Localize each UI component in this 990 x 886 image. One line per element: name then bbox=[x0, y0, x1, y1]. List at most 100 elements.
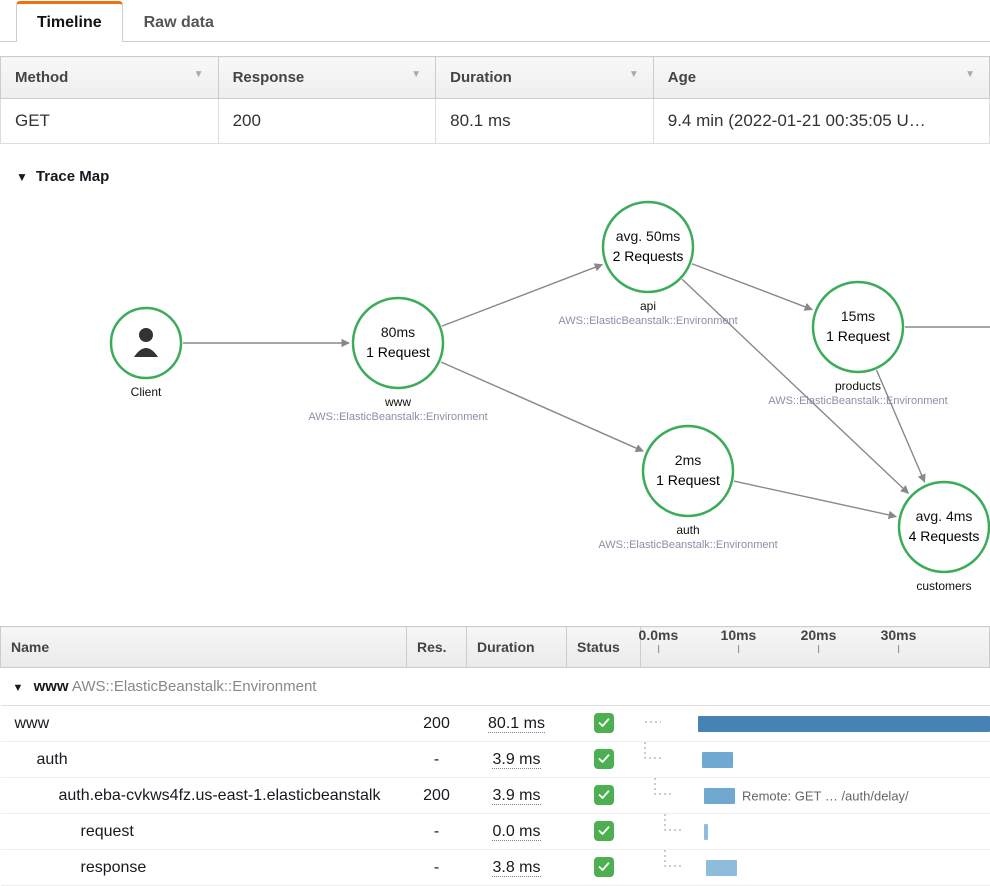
node-requests: 1 Request bbox=[366, 344, 430, 360]
tab-raw-data[interactable]: Raw data bbox=[123, 1, 235, 42]
node-time: 80ms bbox=[381, 324, 415, 340]
segment-name: www bbox=[1, 706, 407, 742]
segment-status bbox=[567, 814, 641, 850]
segment-timeline-cell bbox=[641, 706, 990, 742]
node-sublabel: AWS::ElasticBeanstalk::Environment bbox=[598, 539, 777, 551]
timeline-bar-label: Remote: GET … /auth/delay/ bbox=[742, 788, 909, 803]
tab-timeline[interactable]: Timeline bbox=[16, 1, 123, 42]
timeline-bar bbox=[706, 860, 737, 876]
trace-node-customers[interactable]: avg. 4ms4 Requestscustomers bbox=[899, 482, 989, 593]
cell-response: 200 bbox=[218, 99, 436, 144]
segment-duration: 0.0 ms bbox=[467, 814, 567, 850]
node-requests: 1 Request bbox=[656, 472, 720, 488]
node-label: api bbox=[640, 299, 656, 313]
summary-row: GET 200 80.1 ms 9.4 min (2022-01-21 00:3… bbox=[1, 99, 990, 144]
segment-name: auth.eba-cvkws4fz.us-east-1.elasticbeans… bbox=[1, 778, 407, 814]
group-type: AWS::ElasticBeanstalk::Environment bbox=[72, 678, 317, 695]
node-label: customers bbox=[916, 579, 971, 593]
segment-row[interactable]: response-3.8 ms bbox=[1, 850, 990, 886]
node-requests: 4 Requests bbox=[909, 528, 980, 544]
cell-duration: 80.1 ms bbox=[436, 99, 654, 144]
timeline-tick: 0.0ms bbox=[639, 627, 679, 653]
segment-duration: 3.8 ms bbox=[467, 850, 567, 886]
col-age[interactable]: Age▼ bbox=[653, 57, 989, 99]
sort-icon: ▼ bbox=[194, 69, 204, 80]
check-icon bbox=[594, 857, 614, 877]
node-sublabel: AWS::ElasticBeanstalk::Environment bbox=[558, 315, 737, 327]
sort-icon: ▼ bbox=[629, 69, 639, 80]
segment-status bbox=[567, 778, 641, 814]
segment-res: - bbox=[407, 850, 467, 886]
trace-edge bbox=[734, 481, 896, 516]
check-icon bbox=[594, 749, 614, 769]
trace-node-products[interactable]: 15ms1 RequestproductsAWS::ElasticBeansta… bbox=[768, 282, 947, 407]
seg-col-timeline: 0.0ms 10ms 20ms 30ms bbox=[641, 627, 990, 668]
seg-col-status[interactable]: Status bbox=[567, 627, 641, 668]
node-label: auth bbox=[676, 523, 699, 537]
trace-edge bbox=[692, 264, 812, 310]
seg-col-res[interactable]: Res. bbox=[407, 627, 467, 668]
sort-icon: ▼ bbox=[411, 69, 421, 80]
segment-status bbox=[567, 850, 641, 886]
timeline-tick: 20ms bbox=[801, 627, 837, 653]
trace-node-www[interactable]: 80ms1 RequestwwwAWS::ElasticBeanstalk::E… bbox=[308, 298, 487, 423]
summary-table: Method▼ Response▼ Duration▼ Age▼ GET 200… bbox=[0, 56, 990, 144]
segment-res: 200 bbox=[407, 706, 467, 742]
segment-timeline-cell bbox=[641, 814, 990, 850]
segment-res: - bbox=[407, 742, 467, 778]
segment-res: 200 bbox=[407, 778, 467, 814]
segment-duration: 80.1 ms bbox=[467, 706, 567, 742]
check-icon bbox=[594, 785, 614, 805]
segment-group-row[interactable]: ▼ www AWS::ElasticBeanstalk::Environment bbox=[1, 668, 990, 706]
col-method[interactable]: Method▼ bbox=[1, 57, 219, 99]
segments-table: Name Res. Duration Status 0.0ms 10ms 20ms 3… bbox=[0, 626, 990, 886]
segment-res: - bbox=[407, 814, 467, 850]
disclosure-icon: ▼ bbox=[16, 170, 28, 184]
seg-col-duration[interactable]: Duration bbox=[467, 627, 567, 668]
node-time: avg. 50ms bbox=[616, 228, 681, 244]
segment-row[interactable]: request-0.0 ms bbox=[1, 814, 990, 850]
col-duration[interactable]: Duration▼ bbox=[436, 57, 654, 99]
trace-node-client[interactable]: Client bbox=[111, 308, 181, 399]
timeline-bar bbox=[698, 716, 989, 732]
seg-col-name[interactable]: Name bbox=[1, 627, 407, 668]
segment-name: response bbox=[1, 850, 407, 886]
cell-method: GET bbox=[1, 99, 219, 144]
trace-node-api[interactable]: avg. 50ms2 RequestsapiAWS::ElasticBeanst… bbox=[558, 202, 737, 327]
segment-timeline-cell bbox=[641, 742, 990, 778]
node-sublabel: AWS::ElasticBeanstalk::Environment bbox=[768, 395, 947, 407]
segment-status bbox=[567, 742, 641, 778]
segment-timeline-cell bbox=[641, 850, 990, 886]
node-sublabel: AWS::ElasticBeanstalk::Environment bbox=[308, 411, 487, 423]
node-label: Client bbox=[131, 385, 162, 399]
segment-duration: 3.9 ms bbox=[467, 742, 567, 778]
node-time: 15ms bbox=[841, 308, 875, 324]
sort-icon: ▼ bbox=[965, 69, 975, 80]
segment-row[interactable]: auth-3.9 ms bbox=[1, 742, 990, 778]
segment-row[interactable]: auth.eba-cvkws4fz.us-east-1.elasticbeans… bbox=[1, 778, 990, 814]
timeline-tick: 30ms bbox=[881, 627, 917, 653]
segment-row[interactable]: www20080.1 ms bbox=[1, 706, 990, 742]
trace-map-header[interactable]: ▼ Trace Map bbox=[0, 144, 990, 193]
timeline-bar bbox=[704, 788, 735, 804]
check-icon bbox=[594, 821, 614, 841]
col-response[interactable]: Response▼ bbox=[218, 57, 436, 99]
node-label: products bbox=[835, 379, 881, 393]
segment-duration: 3.9 ms bbox=[467, 778, 567, 814]
trace-node-auth[interactable]: 2ms1 RequestauthAWS::ElasticBeanstalk::E… bbox=[598, 426, 777, 551]
timeline-tick: 10ms bbox=[721, 627, 757, 653]
trace-map-title: Trace Map bbox=[36, 168, 109, 185]
trace-map[interactable]: Client80ms1 RequestwwwAWS::ElasticBeanst… bbox=[0, 193, 990, 606]
check-icon bbox=[594, 713, 614, 733]
tabs: Timeline Raw data bbox=[0, 0, 990, 42]
segment-status bbox=[567, 706, 641, 742]
segment-name: auth bbox=[1, 742, 407, 778]
timeline-bar bbox=[704, 824, 708, 840]
timeline-bar bbox=[702, 752, 733, 768]
disclosure-icon: ▼ bbox=[13, 682, 24, 694]
group-name: www bbox=[34, 678, 69, 695]
node-requests: 2 Requests bbox=[613, 248, 684, 264]
segment-timeline-cell: Remote: GET … /auth/delay/ bbox=[641, 778, 990, 814]
segment-name: request bbox=[1, 814, 407, 850]
cell-age: 9.4 min (2022-01-21 00:35:05 U… bbox=[653, 99, 989, 144]
